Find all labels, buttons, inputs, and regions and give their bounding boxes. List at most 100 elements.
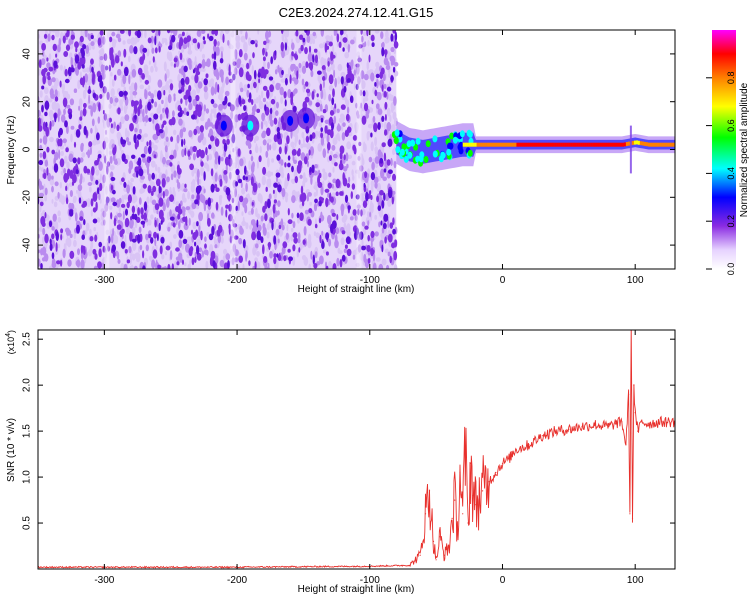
noise-speckle xyxy=(257,213,260,220)
noise-speckle xyxy=(77,61,82,70)
noise-speckle xyxy=(203,78,208,86)
noise-speckle xyxy=(280,218,284,228)
noise-speckle xyxy=(285,73,289,79)
noise-speckle xyxy=(374,89,378,97)
noise-speckle xyxy=(162,202,166,212)
noise-speckle xyxy=(102,210,107,218)
signal-core xyxy=(480,142,483,147)
noise-speckle xyxy=(109,155,113,164)
noise-speckle xyxy=(107,235,111,244)
noise-speckle xyxy=(84,73,89,83)
noise-speckle xyxy=(312,38,316,45)
noise-speckle xyxy=(59,158,65,168)
noise-speckle xyxy=(371,161,375,171)
noise-speckle xyxy=(354,124,359,134)
noise-speckle xyxy=(189,259,192,265)
noise-speckle xyxy=(321,65,326,71)
noise-speckle xyxy=(352,174,355,181)
noise-speckle xyxy=(382,73,386,81)
noise-speckle xyxy=(208,144,212,150)
noise-speckle xyxy=(38,227,44,232)
noise-speckle xyxy=(290,178,296,184)
noise-speckle xyxy=(235,205,238,211)
noise-speckle xyxy=(66,161,70,169)
noise-speckle xyxy=(384,101,388,110)
noise-speckle xyxy=(178,89,183,94)
noise-speckle xyxy=(137,207,141,216)
noise-speckle xyxy=(178,229,184,239)
signal-blob xyxy=(395,146,401,154)
noise-speckle xyxy=(194,256,197,263)
noise-speckle xyxy=(360,102,363,109)
noise-speckle xyxy=(256,261,261,269)
noise-speckle xyxy=(249,149,252,155)
noise-speckle xyxy=(188,95,192,103)
noise-speckle xyxy=(370,249,375,255)
noise-speckle xyxy=(346,163,349,169)
noise-speckle xyxy=(240,30,243,35)
noise-speckle xyxy=(208,128,214,138)
signal-core xyxy=(663,142,666,147)
noise-speckle xyxy=(158,197,164,207)
noise-speckle xyxy=(164,73,167,82)
noise-speckle xyxy=(224,90,230,97)
noise-speckle xyxy=(325,197,329,208)
noise-speckle xyxy=(111,78,115,87)
noise-speckle xyxy=(73,141,77,148)
noise-speckle xyxy=(180,78,185,86)
noise-speckle xyxy=(112,250,116,259)
noise-speckle xyxy=(113,217,117,227)
noise-speckle xyxy=(282,241,288,249)
noise-speckle xyxy=(131,205,136,214)
noise-speckle xyxy=(389,114,392,122)
signal-core xyxy=(586,142,589,147)
snr-point xyxy=(501,462,504,464)
signal-core xyxy=(498,142,501,147)
noise-speckle xyxy=(48,98,53,103)
noise-speckle xyxy=(201,58,206,69)
noise-speckle xyxy=(83,219,86,226)
noise-speckle xyxy=(166,176,170,183)
noise-speckle xyxy=(97,37,102,46)
noise-speckle xyxy=(268,76,274,81)
noise-speckle xyxy=(331,122,334,131)
noise-speckle xyxy=(363,73,369,81)
noise-speckle xyxy=(264,213,268,222)
noise-speckle xyxy=(377,108,383,115)
noise-speckle xyxy=(381,84,384,92)
noise-speckle xyxy=(117,68,122,76)
noise-speckle xyxy=(331,97,335,106)
noise-speckle xyxy=(155,178,161,187)
noise-speckle xyxy=(145,233,149,241)
noise-speckle xyxy=(277,184,282,193)
noise-speckle xyxy=(218,155,221,165)
noise-speckle xyxy=(363,102,369,112)
noise-speckle xyxy=(253,138,257,144)
signal-blob xyxy=(425,140,431,148)
noise-speckle xyxy=(289,74,292,85)
noise-speckle xyxy=(171,116,176,126)
noise-speckle xyxy=(361,80,366,90)
noise-speckle xyxy=(38,159,44,166)
signal-core xyxy=(544,142,547,147)
noise-speckle xyxy=(370,184,374,193)
noise-speckle xyxy=(381,115,385,122)
noise-speckle xyxy=(345,152,349,162)
signal-core xyxy=(470,142,473,147)
noise-speckle xyxy=(319,121,323,128)
noise-speckle xyxy=(70,203,75,210)
noise-speckle xyxy=(163,90,166,96)
noise-speckle xyxy=(183,107,187,116)
noise-speckle xyxy=(180,98,183,104)
noise-speckle xyxy=(269,251,273,259)
noise-speckle xyxy=(240,87,244,93)
noise-speckle xyxy=(275,172,281,178)
noise-speckle xyxy=(250,40,255,45)
noise-speckle xyxy=(290,95,294,106)
noise-speckle xyxy=(262,205,266,213)
noise-speckle xyxy=(314,251,318,259)
noise-speckle xyxy=(77,190,82,199)
noise-speckle xyxy=(317,70,322,75)
noise-speckle xyxy=(206,154,209,162)
signal-core xyxy=(496,142,499,147)
